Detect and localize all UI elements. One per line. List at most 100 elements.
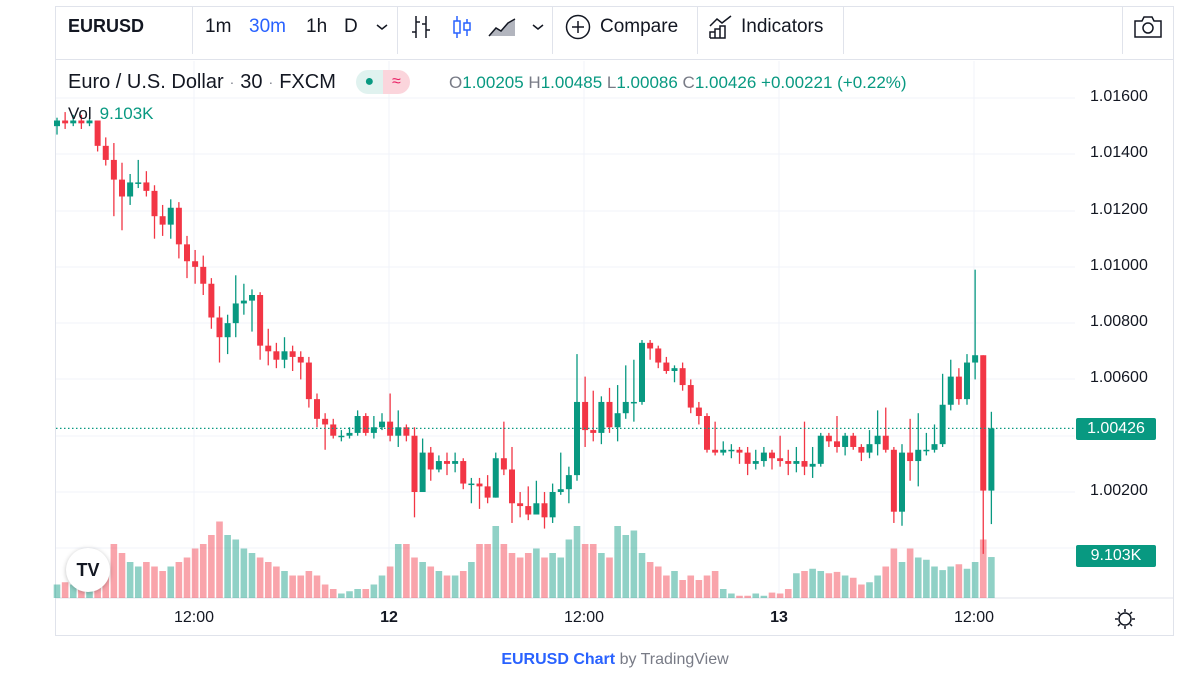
volume-bar [378,575,386,598]
divider [397,6,398,54]
symbol-chart-link[interactable]: EURUSD Chart [501,651,616,668]
candle-body [419,452,426,493]
interval-d[interactable]: D [344,15,358,37]
volume-bar [338,593,345,598]
volume-bar [874,575,881,598]
volume-bar [443,575,451,598]
interval-1h[interactable]: 1h [306,15,328,37]
market-status-pill[interactable]: ● ≈ [355,70,410,94]
settings-gear-icon[interactable] [1114,606,1136,632]
candle-body [744,452,751,464]
volume-bar [833,571,841,598]
candle-body [159,216,166,225]
candle-body [86,120,93,124]
candle-body [720,449,727,453]
candle-body [557,489,564,493]
volume-bar [321,584,329,598]
volume-bar [598,553,605,598]
candle-body [899,452,905,512]
volume-bar [386,566,394,598]
bars-style-icon[interactable] [409,0,433,53]
divider [843,6,844,54]
price-axis-label: 1.00600 [1090,369,1148,386]
volume-label: Vol [68,104,92,123]
candle-body [801,461,808,467]
last-price-tag: 1.00426 [1076,418,1156,440]
volume-bar [110,544,118,598]
candle-body [297,356,304,363]
series-legend: Euro / U.S. Dollar · 30 · FXCM ● ≈ [68,70,410,94]
candle-body [232,303,239,324]
indicators-button[interactable]: Indicators [708,0,823,53]
volume-bar [565,539,573,598]
candle-body [549,492,556,518]
volume-bar [183,557,191,598]
volume-bar [403,544,410,598]
candle-body [947,376,954,405]
candle-body [322,418,329,425]
volume-bar [646,562,654,598]
time-axis-label: 12:00 [563,609,605,626]
volume-bar [191,548,199,598]
candle-body [395,427,402,436]
candle-body [517,503,524,507]
candle-body [695,407,702,417]
candle-body [565,475,572,490]
candle-body [614,413,621,428]
candle-body [752,461,759,464]
candle-body [622,401,629,414]
volume-bar [695,580,703,598]
candle-body [265,345,272,352]
volume-bar [931,566,938,598]
chart-style-dropdown-chevron-icon[interactable] [531,0,545,53]
volume-bar [687,575,695,598]
candle-body [346,432,353,436]
volume-bar [281,571,288,598]
volume-bar [979,539,987,598]
candle-body [102,145,109,160]
candle-body [70,120,77,124]
volume-bar [354,589,361,598]
volume-value: 9.103K [99,104,154,123]
candle-body [305,362,312,400]
candle-body [834,441,840,447]
indicators-label: Indicators [741,15,824,37]
candle-body [192,261,199,267]
candle-body [452,461,459,464]
area-style-icon[interactable] [487,0,517,53]
interval-30m[interactable]: 30m [249,15,286,37]
volume-bar [159,571,166,598]
candle-body [354,416,361,433]
volume-bar [370,584,378,598]
by-tradingview[interactable]: by TradingView [619,651,729,668]
volume-bar [118,553,126,598]
candle-body [330,424,337,436]
screenshot-camera-icon[interactable] [1133,0,1163,53]
candle-body [509,469,515,504]
interval-dropdown-chevron-icon[interactable] [375,0,389,53]
time-axis-label: 12:00 [953,609,995,626]
candles-style-icon[interactable] [450,0,474,53]
candle-body [988,428,995,491]
volume-bar [61,582,69,598]
interval-1m[interactable]: 1m [205,15,232,37]
volume-bar [427,566,435,598]
compare-button[interactable]: Compare [565,0,678,53]
candle-body [972,355,979,363]
volume-bar [151,566,158,598]
volume-bar [784,589,792,598]
candle-body [249,295,255,301]
volume-bar [362,589,370,598]
volume-bar [484,544,491,598]
candle-body [387,421,394,436]
volume-bar [126,562,134,598]
symbol-search-button[interactable]: EURUSD [68,16,145,36]
candle-body [582,401,589,431]
candle-body [809,463,816,467]
volume-bar [760,595,768,598]
candle-body [728,449,735,452]
tradingview-logo[interactable]: TV [66,548,110,592]
candle-body [825,435,832,442]
divider [1122,6,1123,54]
